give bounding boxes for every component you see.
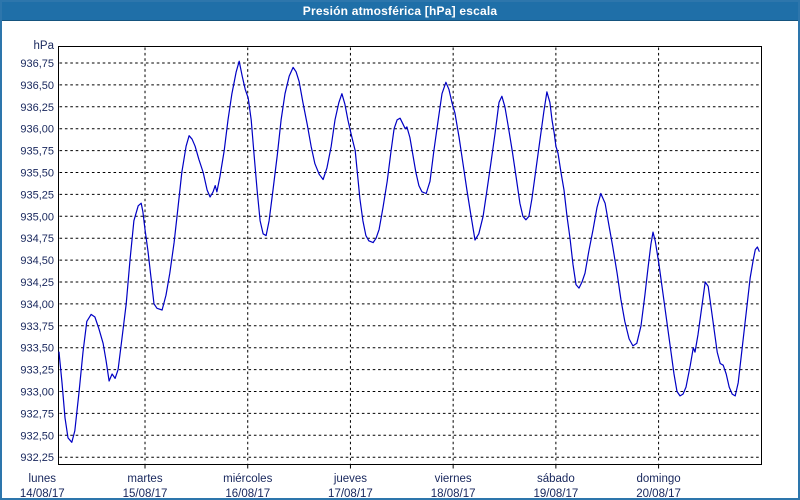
window-title-bar[interactable]: Presión atmosférica [hPa] escala bbox=[2, 2, 798, 21]
x-day-label: lunes bbox=[29, 473, 57, 485]
x-day-label: sábado bbox=[537, 473, 575, 485]
x-date-label: 19/08/17 bbox=[533, 488, 578, 500]
y-tick-label: 933,75 bbox=[20, 321, 54, 333]
y-axis-unit-label: hPa bbox=[34, 40, 55, 52]
y-tick-label: 935,00 bbox=[20, 211, 54, 223]
y-tick-label: 935,75 bbox=[20, 146, 54, 158]
x-date-label: 14/08/17 bbox=[20, 488, 65, 500]
y-tick-label: 933,50 bbox=[20, 343, 54, 355]
y-tick-label: 932,75 bbox=[20, 408, 54, 420]
x-date-label: 17/08/17 bbox=[328, 488, 373, 500]
y-tick-label: 933,00 bbox=[20, 387, 54, 399]
x-day-label: viernes bbox=[435, 473, 472, 485]
window-title: Presión atmosférica [hPa] escala bbox=[302, 4, 498, 18]
x-date-label: 20/08/17 bbox=[636, 488, 681, 500]
y-tick-label: 934,75 bbox=[20, 233, 54, 245]
y-tick-label: 936,75 bbox=[20, 58, 54, 70]
y-tick-label: 932,25 bbox=[20, 452, 54, 464]
y-tick-label: 935,25 bbox=[20, 189, 54, 201]
y-tick-label: 934,25 bbox=[20, 277, 54, 289]
x-date-label: 18/08/17 bbox=[431, 488, 476, 500]
y-tick-label: 933,25 bbox=[20, 365, 54, 377]
x-day-label: martes bbox=[127, 473, 162, 485]
x-day-label: miércoles bbox=[223, 473, 272, 485]
pressure-line bbox=[58, 60, 760, 443]
plot-frame bbox=[58, 46, 762, 465]
y-tick-label: 935,50 bbox=[20, 168, 54, 180]
y-tick-label: 936,25 bbox=[20, 102, 54, 114]
x-day-label: domingo bbox=[637, 473, 681, 485]
y-tick-label: 936,50 bbox=[20, 80, 54, 92]
y-tick-label: 934,50 bbox=[20, 255, 54, 267]
y-tick-label: 934,00 bbox=[20, 299, 54, 311]
x-date-label: 15/08/17 bbox=[123, 488, 168, 500]
y-tick-label: 932,50 bbox=[20, 430, 54, 442]
y-tick-label: 936,00 bbox=[20, 124, 54, 136]
x-date-label: 16/08/17 bbox=[225, 488, 270, 500]
x-day-label: jueves bbox=[333, 473, 367, 485]
